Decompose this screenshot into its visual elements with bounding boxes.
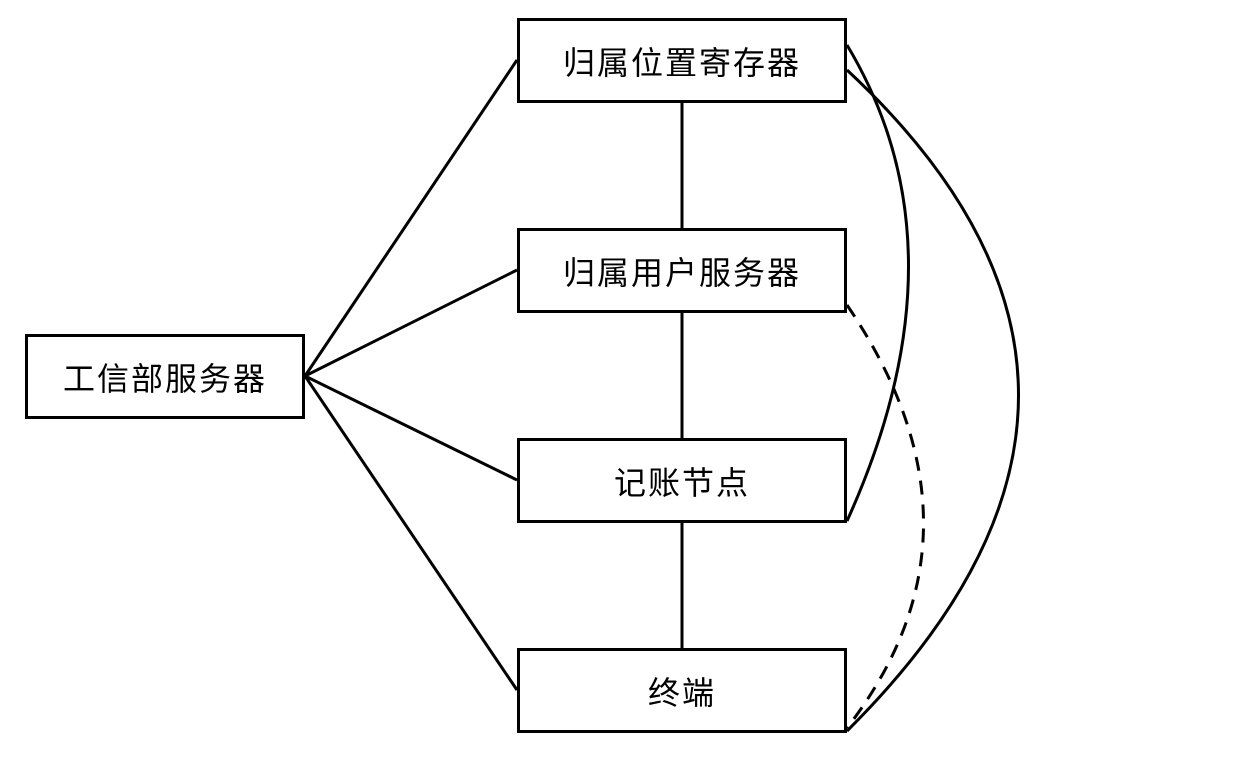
node-miit-server: 工信部服务器	[25, 334, 305, 419]
node-hlr-label: 归属位置寄存器	[563, 38, 801, 84]
node-accounting: 记账节点	[517, 438, 847, 523]
edge-miit-hlr	[305, 60, 517, 376]
node-accounting-label: 记账节点	[614, 458, 750, 504]
node-hlr: 归属位置寄存器	[517, 18, 847, 103]
node-hss: 归属用户服务器	[517, 228, 847, 313]
node-terminal-label: 终端	[648, 668, 716, 714]
edge-miit-hss	[305, 270, 517, 376]
edge-hlr-accounting-curve	[847, 45, 909, 521]
node-terminal: 终端	[517, 648, 847, 733]
edge-hlr-terminal-curve	[847, 70, 1019, 731]
node-hss-label: 归属用户服务器	[563, 248, 801, 294]
node-miit-server-label: 工信部服务器	[63, 354, 267, 400]
edge-miit-accounting	[305, 376, 517, 480]
edge-hss-terminal-dashed	[847, 305, 924, 728]
edge-miit-terminal	[305, 376, 517, 690]
